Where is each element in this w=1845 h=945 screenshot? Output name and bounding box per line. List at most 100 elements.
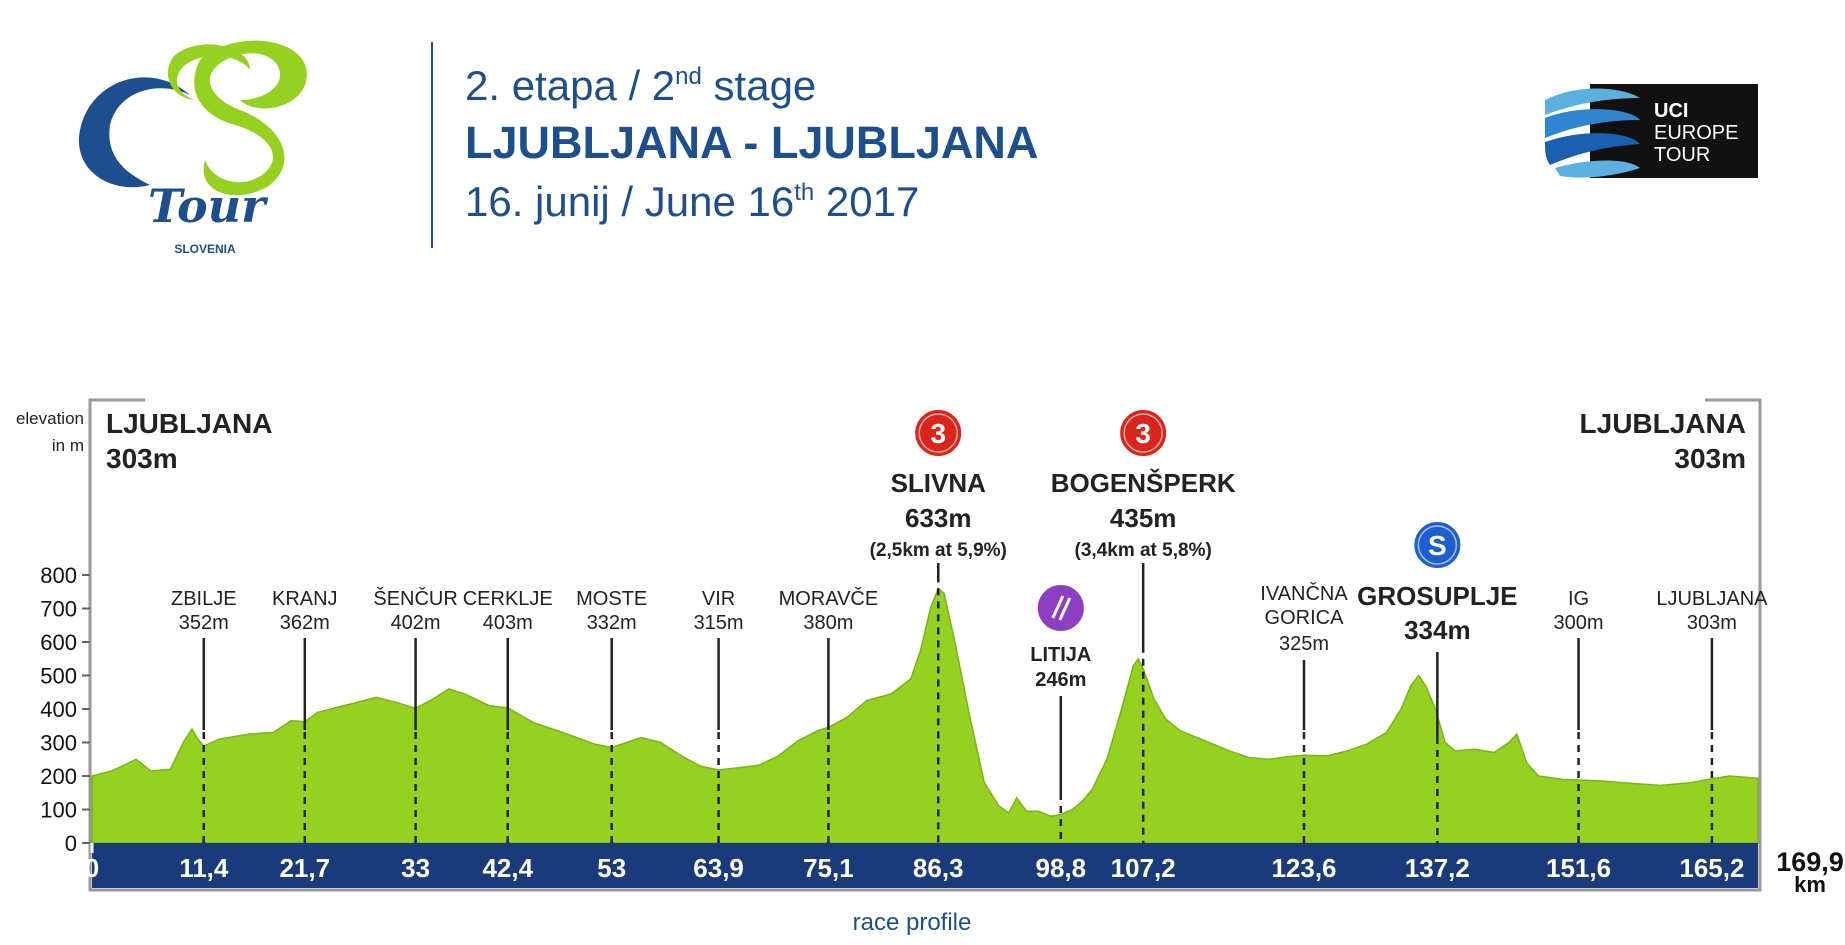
badge-circle xyxy=(1118,408,1169,458)
place-marker: BOGENŠPERK 435m (3,4km at 5,8%) xyxy=(1051,468,1236,843)
x-axis-title: race profile xyxy=(853,909,972,936)
stage-date: 16. junij / June 16th 2017 xyxy=(465,178,919,225)
place-name: LITIJA xyxy=(1030,644,1091,666)
climb-name: SLIVNA xyxy=(891,468,987,498)
place-elevation: 303m xyxy=(1687,612,1737,634)
badge-letter: 3 xyxy=(1135,418,1151,449)
y-axis-title-line1: elevation xyxy=(16,409,84,428)
x-tick-label: 98,8 xyxy=(1036,853,1087,883)
x-axis-unit: km xyxy=(1794,872,1826,897)
place-name: ŠENČUR xyxy=(373,587,457,610)
uci-line-2: EUROPE xyxy=(1654,122,1738,144)
x-tick-label: 165,2 xyxy=(1679,853,1744,883)
x-tick-label: 107,2 xyxy=(1111,853,1176,883)
y-tick-label: 300 xyxy=(40,731,77,756)
place-name: KRANJ xyxy=(272,588,338,610)
place-name: MOSTE xyxy=(576,588,647,610)
climb-detail: (2,5km at 5,9%) xyxy=(870,540,1007,561)
y-tick-label: 200 xyxy=(40,764,77,789)
badge-ring xyxy=(1123,413,1163,453)
place-elevation: 362m xyxy=(280,612,330,634)
badge-ring xyxy=(1417,525,1458,565)
y-tick-label: 500 xyxy=(40,664,77,689)
place-name: MORAVČE xyxy=(779,587,879,610)
logo-tour-word: Tour xyxy=(148,179,269,233)
x-tick-label: 63,9 xyxy=(693,853,744,883)
x-tick-label: 75,1 xyxy=(803,853,854,883)
y-tick-label: 400 xyxy=(40,697,77,722)
uci-line-1: UCI xyxy=(1654,100,1688,122)
uci-europe-tour-logo: UCI EUROPE TOUR xyxy=(1545,84,1758,178)
place-name: VIR xyxy=(702,588,735,610)
badge-circle xyxy=(913,408,964,458)
x-tick-label: 137,2 xyxy=(1405,853,1470,883)
place-name: CERKLJE xyxy=(463,588,553,610)
sprint-icon: S xyxy=(1412,520,1463,570)
finish-name: LJUBLJANA xyxy=(1580,408,1746,439)
place-marker: GROSUPLJE 334m xyxy=(1357,581,1518,843)
x-tick-label: 42,4 xyxy=(482,853,533,883)
y-tick-label: 700 xyxy=(40,597,77,622)
place-elevation: 332m xyxy=(587,612,637,634)
climb-elevation: 435m xyxy=(1110,503,1177,533)
elevation-profile-area xyxy=(91,587,1759,844)
logo-green-swoosh-small xyxy=(167,44,250,100)
place-name: ZBILJE xyxy=(171,588,237,610)
place-elevation: 380m xyxy=(803,612,853,634)
y-tick-label: 800 xyxy=(40,563,77,588)
stage-number: 2. etapa / 2nd stage xyxy=(465,62,816,109)
x-tick-label: 0 xyxy=(85,853,99,883)
x-tick-label: 86,3 xyxy=(913,853,964,883)
badge-letter: S xyxy=(1428,530,1447,561)
sprint-name: GROSUPLJE xyxy=(1357,581,1517,611)
y-axis-title-line2: in m xyxy=(52,436,84,455)
kom-category-3-icon: 3 xyxy=(913,408,964,458)
start-name: LJUBLJANA xyxy=(106,408,272,439)
place-elevation: 402m xyxy=(391,612,441,634)
logo-green-swoosh xyxy=(194,40,307,196)
y-axis: 0 100 200 300 400 500 600 700 800 xyxy=(40,563,90,856)
kom-category-3-icon: 3 xyxy=(1118,408,1169,458)
y-tick-label: 100 xyxy=(40,798,77,823)
uci-line-3: TOUR xyxy=(1654,144,1710,166)
place-marker: SLIVNA 633m (2,5km at 5,9%) xyxy=(870,468,1007,843)
x-tick-label: 33 xyxy=(401,853,430,883)
logo-country: SLOVENIA xyxy=(174,242,236,256)
place-name: LJUBLJANA xyxy=(1656,588,1768,610)
place-marker: LITIJA 246m xyxy=(1030,644,1091,843)
logo-blue-swoosh xyxy=(78,77,190,188)
km-axis-band xyxy=(92,843,1758,888)
stage-route: LJUBLJANA - LJUBLJANA xyxy=(465,117,1038,168)
badge-circle xyxy=(1035,583,1086,633)
uci-logo-stripe-4 xyxy=(1555,160,1640,178)
uci-logo-stripe-1 xyxy=(1545,88,1640,115)
place-elevation: 403m xyxy=(483,612,533,634)
badge-letter: 3 xyxy=(930,418,946,449)
start-elev: 303m xyxy=(106,443,178,474)
x-tick-label: 151,6 xyxy=(1546,853,1611,883)
chart-frame xyxy=(88,398,1762,892)
climb-elevation: 633m xyxy=(905,503,972,533)
place-elevation: 300m xyxy=(1554,612,1604,634)
climb-detail: (3,4km at 5,8%) xyxy=(1075,540,1212,561)
place-elevation: 315m xyxy=(694,612,744,634)
place-name-line2: GORICA xyxy=(1265,607,1345,629)
place-elevation: 352m xyxy=(179,612,229,634)
badge-circle xyxy=(1412,520,1463,570)
sprint-elevation: 334m xyxy=(1404,615,1471,645)
y-tick-label: 600 xyxy=(40,630,77,655)
x-tick-label: 21,7 xyxy=(279,853,330,883)
feed-utensil xyxy=(1058,597,1072,621)
climb-name: BOGENŠPERK xyxy=(1051,468,1236,498)
uci-logo-stripe-2 xyxy=(1545,109,1640,138)
y-tick-label: 0 xyxy=(65,831,77,856)
x-tick-label: 123,6 xyxy=(1271,853,1336,883)
